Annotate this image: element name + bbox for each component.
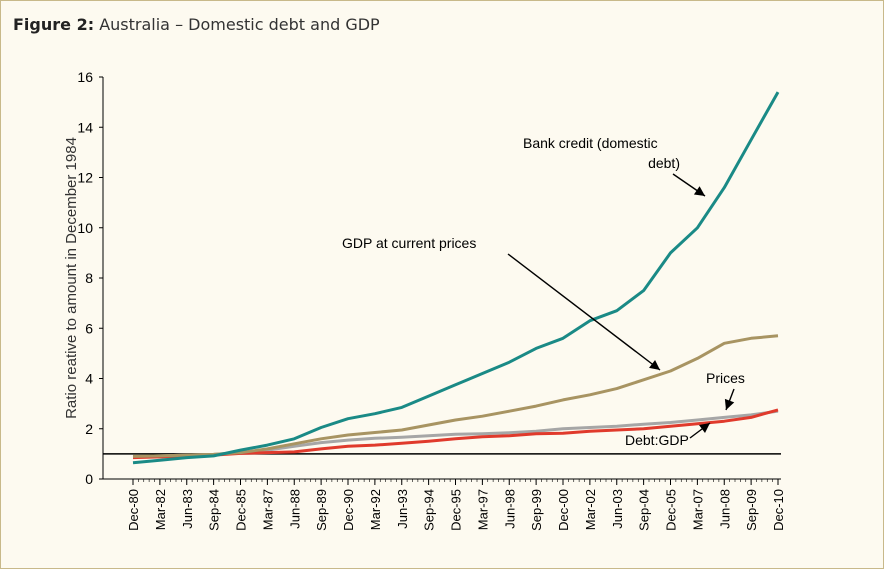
x-tick-label: Sep-09	[744, 489, 759, 531]
x-tick-label: Sep-94	[422, 489, 437, 531]
x-tick-label: Mar-87	[260, 489, 275, 530]
annotation-prices: Prices	[706, 370, 745, 386]
x-tick-label: Jun-93	[395, 489, 410, 529]
x-tick-label: Sep-99	[529, 489, 544, 531]
x-tick-label: Dec-90	[341, 489, 356, 531]
y-tick-label: 4	[85, 371, 93, 387]
annotation-debt-gdp: Debt:GDP	[625, 432, 689, 448]
x-tick-label: Dec-05	[664, 489, 679, 531]
x-tick-label: Sep-89	[314, 489, 329, 531]
y-axis-label: Ratio reative to amount in December 1984	[63, 137, 80, 419]
annotation-layer: Bank credit (domestic debt) GDP at current…	[342, 135, 745, 448]
series-layer	[133, 92, 778, 463]
annotation-gdp: GDP at current prices	[342, 235, 476, 251]
annotation-gdp-arrowhead	[649, 360, 660, 370]
x-tick-label: Jun-98	[502, 489, 517, 529]
y-tick-label: 0	[85, 471, 93, 487]
x-tick-label: Jun-08	[717, 489, 732, 529]
annotation-bank-credit: debt)	[648, 155, 680, 171]
y-tick-label: 6	[85, 320, 93, 336]
annotation-bank-credit-arrowhead	[694, 186, 705, 196]
x-tick-label: Mar-82	[153, 489, 168, 530]
x-tick-label: Mar-97	[475, 489, 490, 530]
x-tick-label: Mar-02	[583, 489, 598, 530]
x-tick-label: Jun-83	[180, 489, 195, 529]
x-tick-label: Mar-92	[368, 489, 383, 530]
y-tick-label: 16	[77, 69, 93, 85]
annotation-bank-credit: Bank credit (domestic	[523, 135, 658, 151]
x-tick-label: Dec-00	[556, 489, 571, 531]
y-tick-label: 14	[77, 119, 93, 135]
x-tick-label: Dec-80	[126, 489, 141, 531]
x-tick-label: Dec-85	[234, 489, 249, 531]
x-tick-label: Dec-95	[449, 489, 464, 531]
series-line-bank-credit-domestic-debt-	[133, 92, 778, 463]
y-tick-label: 8	[85, 270, 93, 286]
x-tick-label: Dec-10	[771, 489, 786, 531]
x-tick-label: Mar-07	[690, 489, 705, 530]
x-tick-label: Sep-04	[637, 489, 652, 531]
x-tick-label: Sep-84	[207, 489, 222, 531]
x-tick-label: Jun-88	[287, 489, 302, 529]
y-tick-label: 2	[85, 421, 93, 437]
x-tick-label: Jun-03	[610, 489, 625, 529]
